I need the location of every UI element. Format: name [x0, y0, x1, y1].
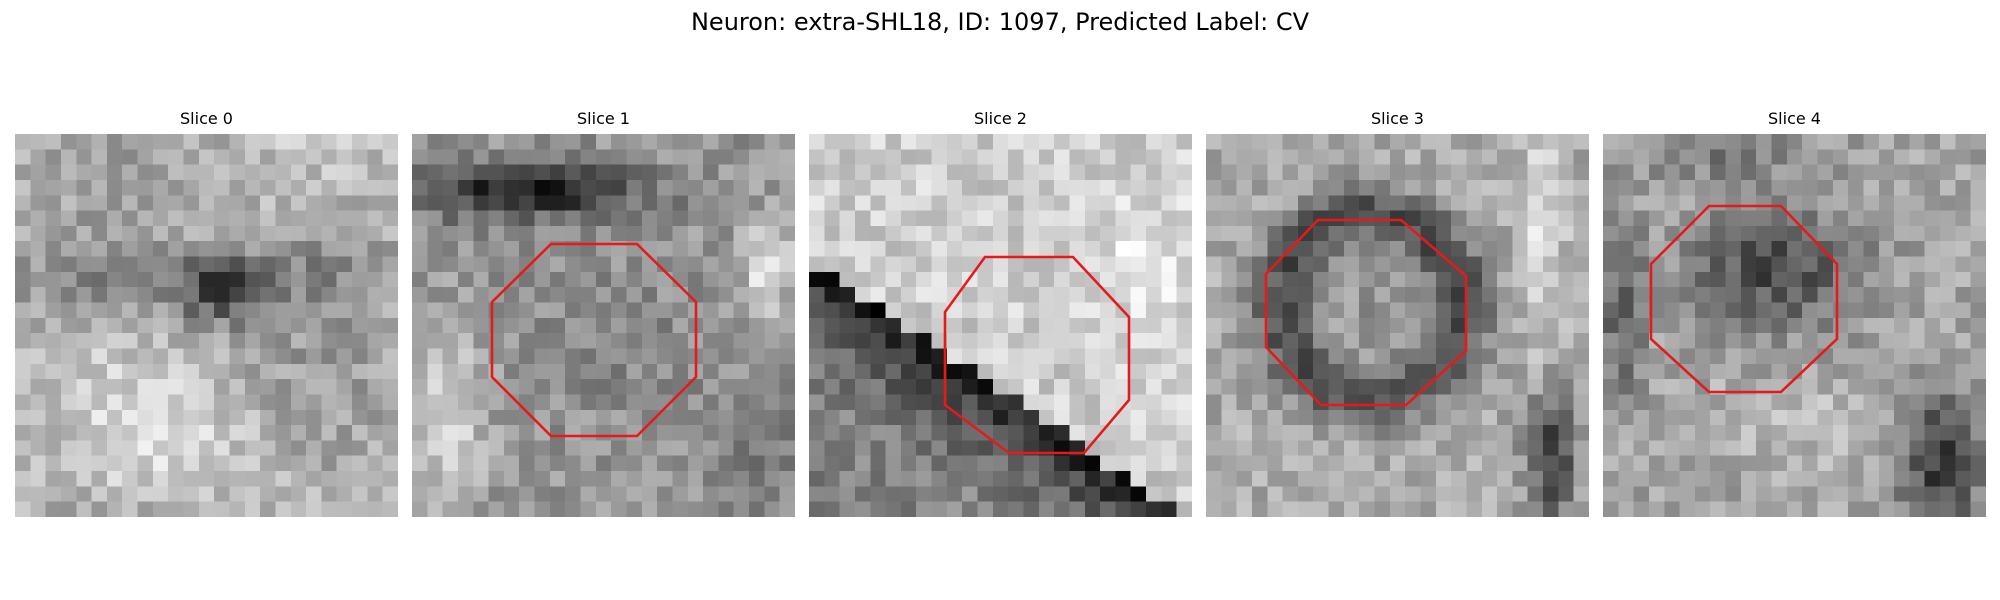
panel-title: Slice 0: [180, 109, 233, 128]
pixel-grid: [809, 134, 1192, 517]
pixel-grid: [15, 134, 398, 517]
slice-image: [1206, 134, 1589, 517]
panel-title: Slice 3: [1371, 109, 1424, 128]
roi-octagon: [943, 255, 1131, 455]
slice-image: [1603, 134, 1986, 517]
panel-title: Slice 1: [577, 109, 630, 128]
panel-title: Slice 2: [974, 109, 1027, 128]
pixel-grid: [1603, 134, 1986, 517]
slice-image: [809, 134, 1192, 517]
pixel-grid: [412, 134, 795, 517]
slice-image: [412, 134, 795, 517]
roi-octagon: [1649, 204, 1839, 394]
panel-title: Slice 4: [1768, 109, 1821, 128]
pixel-grid: [1206, 134, 1589, 517]
figure-title: Neuron: extra-SHL18, ID: 1097, Predicted…: [690, 8, 1310, 36]
roi-octagon: [1264, 218, 1468, 407]
slice-image: [15, 134, 398, 517]
roi-octagon: [490, 242, 698, 438]
